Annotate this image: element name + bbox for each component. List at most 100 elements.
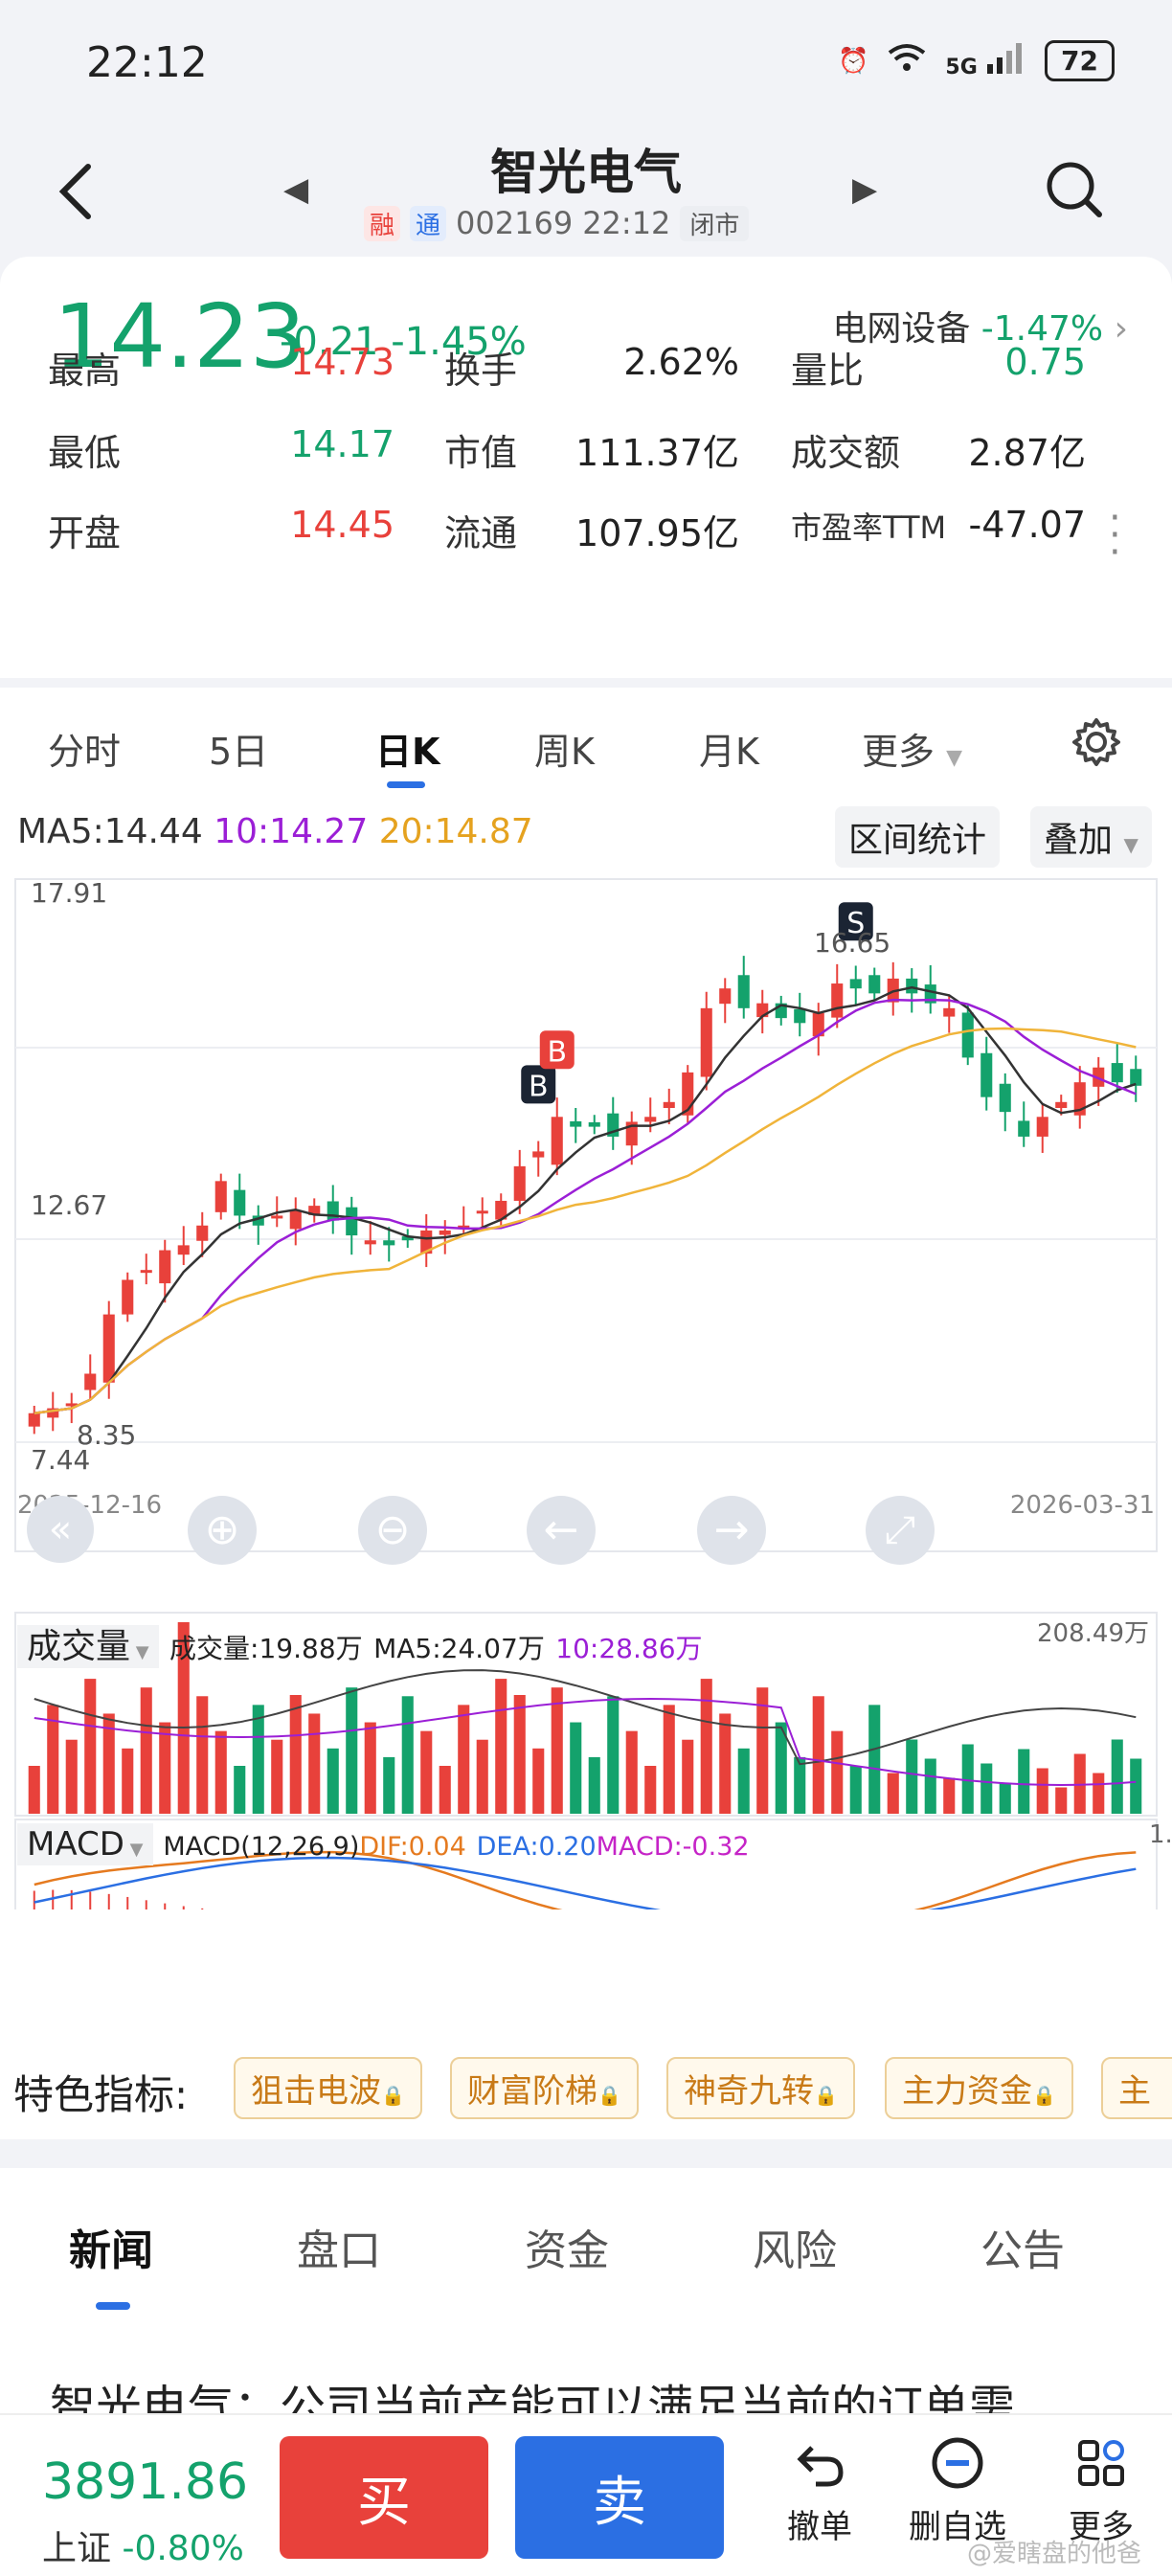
quote-label: 换手 xyxy=(444,350,518,392)
pan-right-button[interactable]: → xyxy=(697,1496,766,1565)
candle-body xyxy=(458,1225,470,1229)
candle-body xyxy=(196,1225,209,1241)
sector-link[interactable]: 电网设备 -1.47% › xyxy=(832,301,1128,350)
candle-body xyxy=(737,975,750,1008)
remove-watchlist-button[interactable]: 删自选 xyxy=(900,2434,1015,2547)
feature-item[interactable]: 主力资金🔒 xyxy=(885,2057,1073,2119)
tab-intraday[interactable]: 分时 xyxy=(48,731,122,773)
back-button[interactable] xyxy=(57,163,96,235)
status-time: 22:12 xyxy=(86,38,208,87)
tab-5day[interactable]: 5日 xyxy=(209,731,269,773)
zoom-out-button[interactable]: ⊖ xyxy=(358,1496,427,1565)
tab-weekly-k[interactable]: 周K xyxy=(534,731,595,773)
stock-subline: 融 通 002169 22:12 闭市 xyxy=(364,205,750,241)
feature-item[interactable]: 财富阶梯🔒 xyxy=(450,2057,639,2119)
tab-monthly-k[interactable]: 月K xyxy=(699,731,759,773)
volume-bar xyxy=(999,1782,1011,1814)
search-button[interactable] xyxy=(1044,159,1105,224)
sector-name: 电网设备 xyxy=(832,309,971,349)
settings-button[interactable] xyxy=(1071,716,1122,772)
tab-news[interactable]: 新闻 xyxy=(69,2226,153,2275)
volume-bar xyxy=(252,1705,264,1814)
zoom-in-button[interactable]: ⊕ xyxy=(188,1496,257,1565)
candle-body xyxy=(234,1189,246,1216)
next-stock-button[interactable]: ▶ xyxy=(852,170,878,209)
candle-body xyxy=(551,1117,563,1165)
cancel-order-button[interactable]: 撤单 xyxy=(762,2434,877,2547)
collapse-left-button[interactable]: « xyxy=(27,1496,94,1563)
tab-more[interactable]: 更多 ▼ xyxy=(862,722,962,775)
tab-capital[interactable]: 资金 xyxy=(525,2226,609,2275)
last-price: 14.23 xyxy=(54,285,306,388)
ma5-line xyxy=(34,985,1137,1414)
news-tab-indicator xyxy=(96,2302,130,2310)
quote-label: 最高 xyxy=(48,350,122,392)
prev-stock-button[interactable]: ◀ xyxy=(283,170,309,209)
candle-body xyxy=(214,1181,227,1212)
more-label: 更多 xyxy=(1069,2508,1134,2546)
candle-body xyxy=(1055,1101,1068,1109)
fullscreen-button[interactable]: ⤢ xyxy=(866,1496,935,1565)
volume-bar xyxy=(756,1687,769,1814)
macd-value: MACD:-0.32 xyxy=(596,1832,750,1862)
margin-tag: 融 xyxy=(364,205,401,241)
volume-panel-frame xyxy=(14,1612,1158,1817)
stock-header: 智光电气 ◀ ▶ 融 通 002169 22:12 闭市 xyxy=(0,134,1172,259)
trade-marker xyxy=(521,1065,556,1104)
macd-dif: DIF:0.04 xyxy=(359,1832,466,1862)
battery-icon: 72 xyxy=(1045,40,1115,81)
news-tabs: 新闻 盘口 资金 风险 公告 xyxy=(0,2168,1172,2321)
grid-icon xyxy=(1078,2440,1124,2486)
index-value[interactable]: 3891.86 xyxy=(42,2453,249,2511)
pan-left-button[interactable]: ← xyxy=(527,1496,596,1565)
news-headline[interactable]: 智光电气：公司当前产能可以满足当前的订单需 xyxy=(50,2381,1016,2413)
overlay-button[interactable]: 叠加 ▼ xyxy=(1030,806,1152,868)
volume-bar xyxy=(401,1696,414,1814)
candle-body xyxy=(28,1412,40,1427)
sell-button[interactable]: 卖 xyxy=(515,2436,724,2559)
candle-body xyxy=(289,1210,302,1230)
more-button[interactable]: 更多 xyxy=(1044,2434,1159,2547)
feature-item[interactable]: 狙击电波🔒 xyxy=(234,2057,422,2119)
volume-bar xyxy=(794,1756,806,1814)
quote-label: 市值 xyxy=(444,432,518,474)
undo-icon xyxy=(797,2446,844,2487)
ma-legend: MA5:14.44 10:14.27 20:14.87 xyxy=(17,812,533,851)
volume-bar xyxy=(737,1748,750,1814)
tab-daily-k[interactable]: 日K xyxy=(375,731,440,773)
tab-announcements[interactable]: 公告 xyxy=(980,2226,1065,2275)
price-panel-frame xyxy=(14,878,1158,1552)
volume-header: 成交量 ▼ 成交量:19.88万 MA5:24.07万 10:28.86万 xyxy=(17,1618,703,1668)
index-line: 上证 -0.80% xyxy=(42,2520,244,2570)
volume-bar xyxy=(831,1730,844,1814)
volume-bar xyxy=(495,1679,507,1814)
volume-bar xyxy=(159,1722,171,1814)
signal-icon: 5G xyxy=(945,41,1027,80)
volume-bar xyxy=(812,1696,824,1814)
volume-bar xyxy=(775,1722,787,1814)
volume-indicator-select[interactable]: 成交量 ▼ xyxy=(17,1625,159,1668)
volume-bar xyxy=(327,1748,339,1814)
interval-stats-button[interactable]: 区间统计 xyxy=(835,806,1001,868)
macd-axis-top: 1.69 xyxy=(1149,1820,1172,1849)
macd-params: MACD(12,26,9) xyxy=(163,1832,360,1862)
tab-risk[interactable]: 风险 xyxy=(753,2226,837,2275)
more-dots-icon[interactable]: · · · xyxy=(1109,496,1121,575)
candle-body xyxy=(102,1314,115,1383)
quote-label: 开盘 xyxy=(48,512,122,554)
feature-item[interactable]: 神奇九转🔒 xyxy=(666,2057,855,2119)
macd-indicator-select[interactable]: MACD ▼ xyxy=(17,1823,153,1865)
status-bar: 22:12 ⏰ 5G 72 xyxy=(0,0,1172,134)
volume-bar xyxy=(28,1766,40,1814)
tab-order-book[interactable]: 盘口 xyxy=(297,2226,381,2275)
buy-button[interactable]: 买 xyxy=(280,2436,488,2559)
candle-body xyxy=(644,1117,657,1122)
volume-bar xyxy=(177,1622,190,1814)
volume-bar xyxy=(102,1713,115,1814)
feature-label: 主力资金 xyxy=(902,2072,1032,2111)
feature-item[interactable]: 主 xyxy=(1101,2057,1172,2119)
volume-bar xyxy=(346,1687,358,1814)
volume-bar xyxy=(1073,1753,1086,1814)
